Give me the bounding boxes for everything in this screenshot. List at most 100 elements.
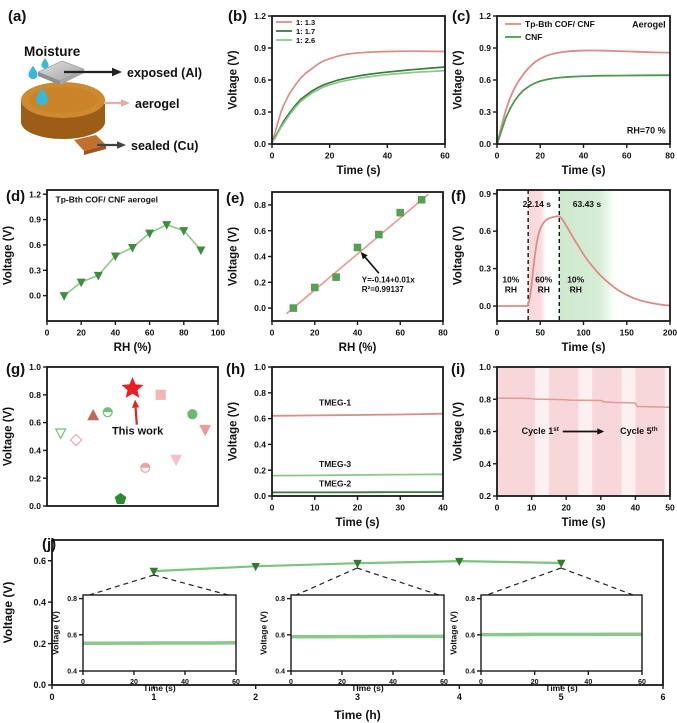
svg-text:0.6: 0.6	[254, 75, 266, 85]
svg-text:150: 150	[620, 328, 634, 338]
svg-text:0.4: 0.4	[254, 252, 266, 262]
svg-text:0.8: 0.8	[254, 200, 266, 210]
svg-text:200: 200	[663, 328, 677, 338]
svg-text:0.4: 0.4	[465, 669, 475, 676]
svg-text:1.0: 1.0	[479, 362, 491, 372]
svg-text:0.3: 0.3	[254, 107, 266, 117]
aerogel-arrowhead-icon	[121, 99, 130, 107]
svg-text:RH=70 %: RH=70 %	[627, 125, 666, 135]
svg-text:Voltage (V): Voltage (V)	[1, 582, 15, 644]
svg-text:Cycle 1st: Cycle 1st	[522, 426, 560, 436]
svg-text:1: 1	[151, 692, 156, 702]
panel-letter-c: (c)	[452, 8, 471, 25]
svg-text:4: 4	[457, 692, 462, 702]
svg-text:0.0: 0.0	[479, 139, 491, 149]
svg-text:0.8: 0.8	[275, 596, 285, 603]
svg-text:TMEG-1: TMEG-1	[319, 398, 351, 408]
svg-text:Tp-Bth COF/ CNF aerogel: Tp-Bth COF/ CNF aerogel	[56, 195, 158, 205]
svg-text:20: 20	[310, 328, 320, 338]
svg-text:50: 50	[665, 503, 675, 513]
inset-hour-3: 0 20 40 60 0.4 0.6 0.8 Time (s) Voltage (V)	[258, 590, 448, 695]
svg-text:0.6: 0.6	[254, 414, 266, 424]
svg-text:0.6: 0.6	[33, 556, 46, 566]
svg-text:Time (h): Time (h)	[334, 708, 380, 722]
copper-electrode	[74, 135, 106, 151]
svg-text:1.2: 1.2	[29, 189, 41, 199]
inset-hour-1: 0 20 40 60 0.4 0.6 0.8 Time (s) Voltage (V)	[50, 590, 240, 695]
svg-text:60: 60	[622, 151, 632, 161]
svg-text:Time (s): Time (s)	[337, 165, 381, 177]
svg-text:0: 0	[49, 692, 54, 702]
svg-text:60: 60	[145, 328, 155, 338]
svg-text:40: 40	[631, 503, 641, 513]
svg-text:63.43 s: 63.43 s	[573, 199, 602, 209]
svg-text:20: 20	[325, 151, 335, 161]
svg-text:Voltage (V): Voltage (V)	[453, 50, 465, 109]
panel-letter-a: (a)	[8, 8, 27, 25]
panel-letter-i: (i)	[451, 361, 466, 378]
panel-g: 0.0 0.2 0.4 0.6 0.8 1.0 Voltage (V) This work	[0, 355, 225, 530]
chart-mixing-ratio: 0 20 40 60 0.0 0.3 0.6 0.9 1.2 Time (s) Voltage (V…	[225, 0, 450, 178]
svg-text:1: 1.3: 1: 1.3	[296, 18, 315, 27]
svg-text:Voltage (V): Voltage (V)	[228, 227, 240, 286]
chart-long-term: 0 1 2 3 4 5 6 0.0 0.2 0.4 0.6 Time (h) Voltage (V)	[0, 530, 677, 723]
svg-text:Voltage (V): Voltage (V)	[453, 402, 465, 461]
svg-text:40: 40	[353, 328, 363, 338]
svg-text:0.0: 0.0	[29, 291, 41, 301]
svg-text:0.0: 0.0	[254, 491, 266, 501]
panel-a-schematic: Moisture exposed (Al) aerogel sealed (Cu…	[0, 0, 225, 178]
svg-text:TMEG-2: TMEG-2	[319, 478, 351, 488]
svg-text:60%RH: 60% RH	[535, 274, 552, 294]
svg-text:1.2: 1.2	[254, 11, 266, 21]
svg-text:0.4: 0.4	[33, 597, 46, 607]
svg-text:0.9: 0.9	[254, 43, 266, 53]
svg-text:0.6: 0.6	[275, 632, 285, 639]
panel-e: 0 20 40 60 80 0.0 0.2 0.4 0.6 0.8 RH (%) Voltage (V…	[225, 178, 450, 355]
svg-text:0.4: 0.4	[479, 459, 491, 469]
svg-text:0.6: 0.6	[29, 418, 41, 428]
panel-letter-h: (h)	[226, 361, 246, 378]
svg-text:40: 40	[389, 679, 397, 686]
svg-text:30: 30	[596, 503, 606, 513]
svg-text:0.4: 0.4	[67, 669, 77, 676]
svg-text:40: 40	[181, 679, 189, 686]
chart-response-recovery: 0 50 100 150 200 0.0 0.3 0.6 0.9 Time (s) Voltage …	[450, 178, 677, 355]
svg-text:60: 60	[638, 679, 646, 686]
svg-text:RH (%): RH (%)	[114, 342, 152, 354]
svg-text:Voltage (V): Voltage (V)	[259, 611, 269, 655]
svg-text:Tp-Bth COF/ CNF: Tp-Bth COF/ CNF	[525, 19, 595, 29]
water-droplet-icon	[36, 87, 48, 106]
svg-text:Time (s): Time (s)	[562, 517, 606, 529]
svg-text:Time (s): Time (s)	[545, 683, 578, 693]
svg-text:Voltage (V): Voltage (V)	[449, 611, 459, 655]
svg-text:40: 40	[111, 328, 121, 338]
svg-text:0.0: 0.0	[29, 501, 41, 511]
panel-letter-e: (e)	[226, 190, 245, 207]
svg-text:60: 60	[440, 151, 450, 161]
chart-tmeg: 0 10 20 30 40 0.0 0.2 0.4 0.6 0.8 1.0 Time (s) Volta…	[225, 355, 450, 530]
panel-j: 0 1 2 3 4 5 6 0.0 0.2 0.4 0.6 Time (h) Voltage (V) 0…	[0, 530, 677, 723]
svg-text:20: 20	[76, 328, 86, 338]
svg-text:60: 60	[440, 679, 448, 686]
svg-text:0: 0	[495, 151, 500, 161]
svg-text:0.4: 0.4	[254, 439, 266, 449]
svg-text:0.6: 0.6	[479, 226, 491, 236]
svg-text:Time (s): Time (s)	[351, 683, 384, 693]
svg-text:0.0: 0.0	[254, 139, 266, 149]
sealed-arrowhead-icon	[117, 141, 126, 149]
panel-letter-j: (j)	[42, 536, 57, 553]
svg-text:0: 0	[270, 151, 275, 161]
svg-text:0: 0	[81, 679, 85, 686]
inset-hour-5: 0 20 40 60 0.4 0.6 0.8 Time (s) Voltage (V)	[448, 590, 648, 695]
panel-letter-f: (f)	[451, 188, 466, 205]
svg-text:80: 80	[179, 328, 189, 338]
svg-text:0.3: 0.3	[29, 265, 41, 275]
svg-text:0: 0	[45, 328, 50, 338]
water-droplet-icon	[41, 58, 49, 69]
panel-letter-d: (d)	[6, 188, 26, 205]
svg-text:0.0: 0.0	[33, 680, 46, 690]
svg-text:0.9: 0.9	[29, 215, 41, 225]
panel-f: 0 50 100 150 200 0.0 0.3 0.6 0.9 Time (s) Voltage …	[450, 178, 677, 355]
svg-text:100: 100	[576, 328, 590, 338]
svg-text:0.3: 0.3	[479, 264, 491, 274]
